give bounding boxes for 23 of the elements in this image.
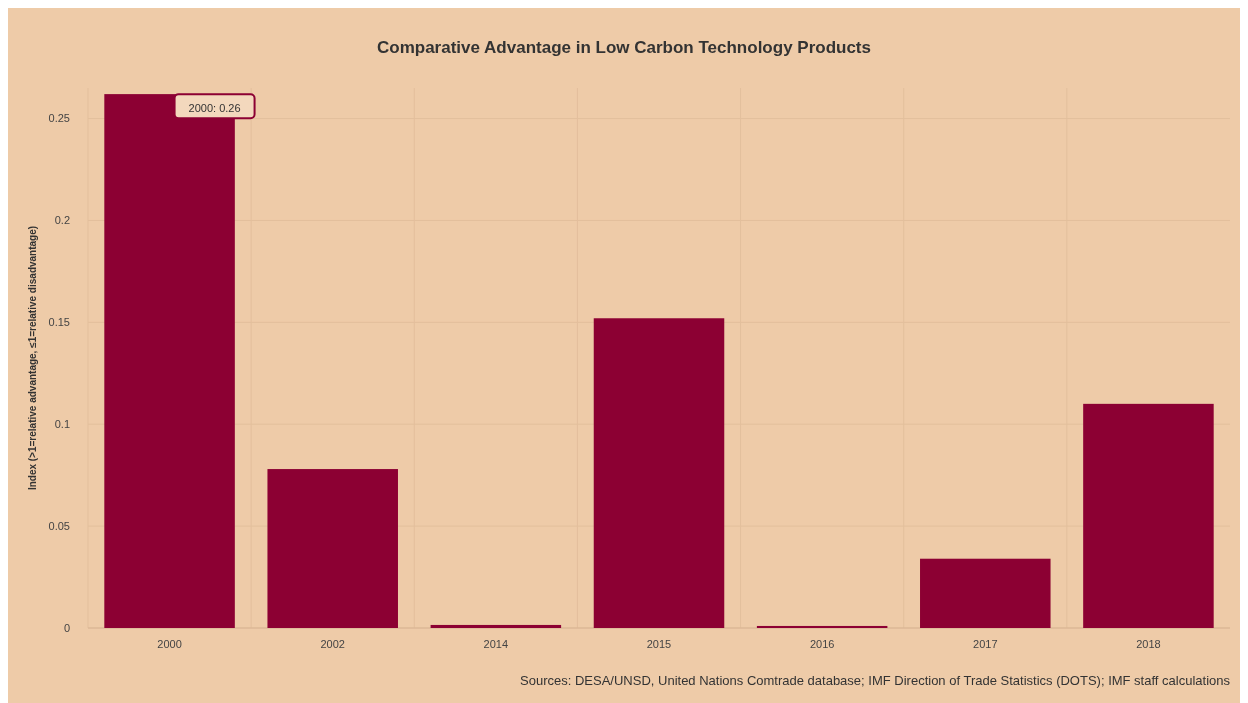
- bar: [593, 318, 725, 628]
- annotation: 2000: 0.26: [188, 102, 241, 115]
- x-tick-label: 2000: [157, 638, 182, 650]
- chart-title: Comparative Advantage in Low Carbon Technology Products: [376, 38, 872, 57]
- x-tick-label: 2018: [1136, 638, 1161, 650]
- y-axis-title: Index (>1=relative advantage, ≤1=relative disadvantage): [27, 225, 38, 491]
- bar: [920, 558, 1051, 628]
- bar: [267, 469, 398, 628]
- y-tick-label: 0.1: [54, 418, 70, 431]
- y-tick-label: 0: [63, 621, 70, 634]
- x-tick-label: 2014: [483, 638, 509, 650]
- bar: [430, 624, 562, 628]
- bar: [1083, 403, 1214, 628]
- bar: [756, 625, 888, 628]
- y-tick-label: 0.15: [48, 316, 70, 329]
- y-tick-label: 0.25: [48, 112, 70, 125]
- x-tick-label: 2016: [809, 638, 835, 650]
- y-tick-label: 0.05: [48, 519, 70, 532]
- x-tick-label: 2015: [646, 638, 672, 650]
- x-tick-label: 2017: [973, 638, 998, 650]
- x-tick-label: 2002: [320, 638, 345, 650]
- y-tick-label: 0.2: [54, 214, 70, 227]
- source-note: Sources: DESA/UNSD, United Nations Comtrade database; IMF Direction of Trade Statistics (DOTS); IMF staff calculations: [520, 673, 1231, 688]
